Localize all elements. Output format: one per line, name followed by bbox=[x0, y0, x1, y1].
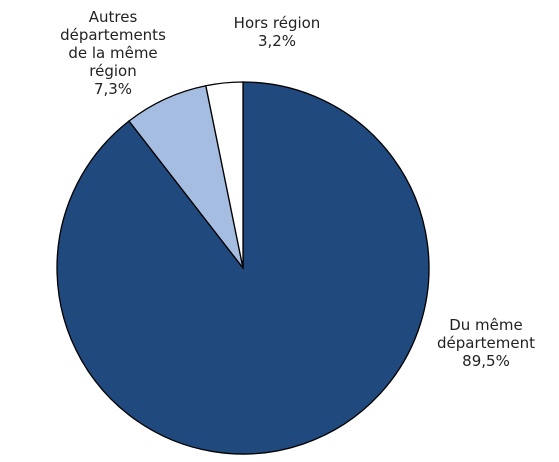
slice-value-label: 7,3% bbox=[94, 80, 132, 98]
label-line: Hors région bbox=[234, 14, 321, 32]
label-line: région bbox=[89, 62, 136, 80]
slice-label: Autres départements de la même région bbox=[60, 8, 166, 80]
label-line: Du même bbox=[449, 316, 523, 334]
label-line: départements bbox=[60, 26, 166, 44]
label-line: de la même bbox=[68, 44, 157, 62]
label-line: département bbox=[437, 334, 535, 352]
slice-label: Hors région bbox=[234, 14, 321, 32]
pie-slice bbox=[205, 81, 244, 269]
slice-label: Du même département bbox=[437, 316, 535, 352]
slice-value-label: 89,5% bbox=[462, 352, 510, 370]
slice-value-label: 3,2% bbox=[258, 32, 296, 50]
label-line: Autres bbox=[89, 8, 138, 26]
